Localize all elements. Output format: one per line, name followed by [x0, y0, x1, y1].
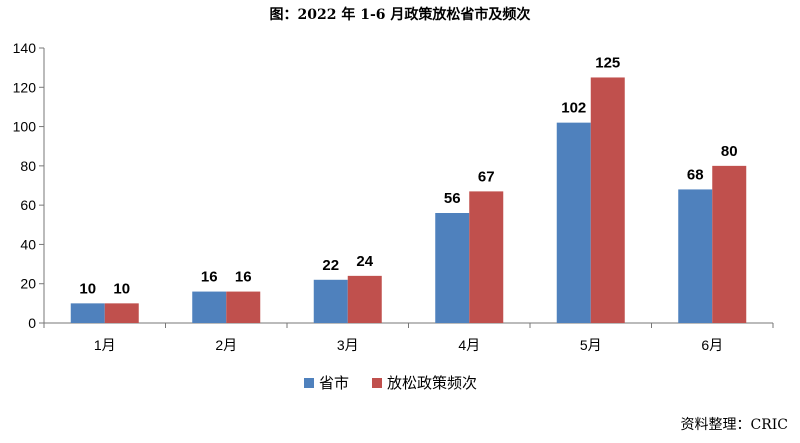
- y-tick-label: 120: [13, 79, 37, 95]
- y-tick-label: 100: [13, 119, 37, 135]
- bar-provinces: [435, 213, 470, 323]
- bar-policy-frequency: [347, 275, 382, 323]
- bar-provinces: [192, 291, 227, 323]
- legend-swatch: [304, 378, 314, 388]
- source-note: 资料整理：CRIC: [680, 417, 789, 433]
- data-label: 68: [687, 166, 704, 183]
- y-tick-label: 80: [20, 158, 36, 174]
- y-tick-label: 40: [20, 236, 36, 252]
- bar-provinces: [556, 122, 591, 324]
- x-tick-label: 1月: [94, 337, 116, 353]
- bar-policy-frequency: [712, 165, 747, 323]
- bar-provinces: [313, 279, 348, 323]
- y-tick-label: 20: [20, 276, 36, 292]
- bar-policy-frequency: [104, 303, 139, 323]
- legend-swatch: [372, 378, 382, 388]
- data-label: 102: [561, 100, 586, 117]
- legend-label: 省市: [319, 375, 349, 392]
- data-label: 10: [79, 280, 96, 297]
- data-label: 125: [595, 54, 620, 71]
- data-label: 16: [235, 269, 252, 286]
- data-label: 10: [113, 280, 130, 297]
- y-tick-label: 60: [20, 197, 36, 213]
- y-tick-label: 140: [13, 40, 37, 56]
- x-tick-label: 4月: [458, 337, 480, 353]
- bar-policy-frequency: [590, 77, 625, 323]
- data-label: 22: [322, 257, 339, 274]
- bar-provinces: [70, 303, 105, 323]
- data-label: 56: [444, 190, 461, 207]
- bar-provinces: [678, 189, 713, 323]
- bar-policy-frequency: [469, 191, 504, 323]
- chart-title: 图：2022 年 1-6 月政策放松省市及频次: [269, 7, 531, 23]
- y-tick-label: 0: [28, 315, 36, 331]
- legend-label: 放松政策频次: [387, 375, 477, 392]
- legend: 省市 放松政策频次: [304, 375, 477, 392]
- data-label: 16: [201, 269, 218, 286]
- x-tick-label: 2月: [215, 337, 237, 353]
- x-tick-label: 5月: [580, 337, 602, 353]
- x-tick-label: 3月: [337, 337, 359, 353]
- data-label: 24: [356, 253, 373, 270]
- data-label: 67: [478, 168, 495, 185]
- data-label: 80: [721, 143, 738, 160]
- x-tick-label: 6月: [701, 337, 723, 353]
- bar-policy-frequency: [226, 291, 261, 323]
